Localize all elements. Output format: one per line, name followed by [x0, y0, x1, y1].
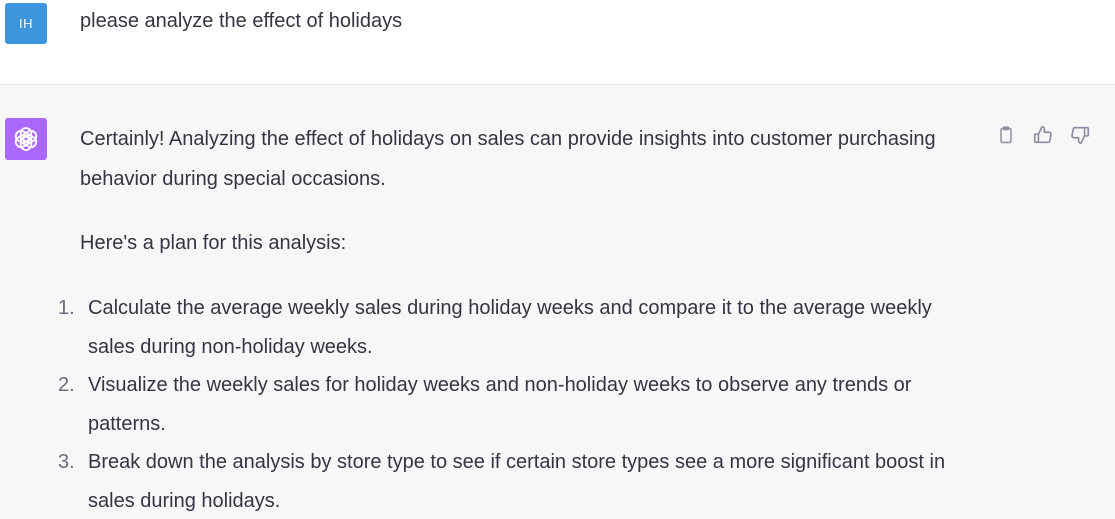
list-item: 1. Calculate the average weekly sales du… — [58, 289, 980, 366]
plan-steps-list: 1. Calculate the average weekly sales du… — [58, 289, 980, 519]
list-item-text: Calculate the average weekly sales durin… — [88, 297, 932, 358]
openai-logo-icon — [14, 127, 38, 151]
list-item: 3. Break down the analysis by store type… — [58, 443, 980, 519]
plan-heading: Here's a plan for this analysis: — [80, 232, 347, 254]
user-message-row: IH please analyze the effect of holidays — [0, 0, 1115, 85]
list-item-number: 2. — [58, 374, 75, 396]
thumbs-up-button[interactable] — [1031, 123, 1055, 147]
assistant-message-body: Certainly! Analyzing the effect of holid… — [58, 119, 980, 519]
assistant-avatar — [5, 118, 47, 160]
list-item-text: Visualize the weekly sales for holiday w… — [88, 374, 912, 435]
user-avatar-initials: IH — [19, 16, 33, 31]
list-item: 2. Visualize the weekly sales for holida… — [58, 366, 980, 443]
copy-button[interactable] — [994, 123, 1018, 147]
thumbs-up-icon — [1033, 125, 1052, 144]
list-item-number: 3. — [58, 451, 75, 473]
message-actions — [994, 123, 1092, 147]
assistant-message-row: Certainly! Analyzing the effect of holid… — [0, 85, 1115, 519]
list-item-text: Break down the analysis by store type to… — [88, 451, 946, 512]
thumbs-down-button[interactable] — [1068, 123, 1092, 147]
assistant-intro-text: Certainly! Analyzing the effect of holid… — [80, 128, 936, 190]
user-message-text: please analyze the effect of holidays — [80, 10, 403, 32]
list-item-number: 1. — [58, 297, 75, 319]
thumbs-down-icon — [1071, 126, 1090, 145]
user-avatar: IH — [5, 3, 47, 44]
copy-icon — [1000, 126, 1012, 144]
